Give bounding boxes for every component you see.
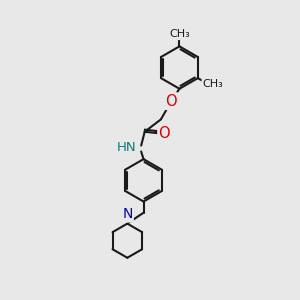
- Text: CH₃: CH₃: [169, 29, 190, 39]
- Text: O: O: [165, 94, 177, 109]
- Text: HN: HN: [117, 141, 137, 154]
- Text: O: O: [159, 126, 170, 141]
- Text: CH₃: CH₃: [203, 79, 224, 89]
- Text: N: N: [122, 207, 133, 221]
